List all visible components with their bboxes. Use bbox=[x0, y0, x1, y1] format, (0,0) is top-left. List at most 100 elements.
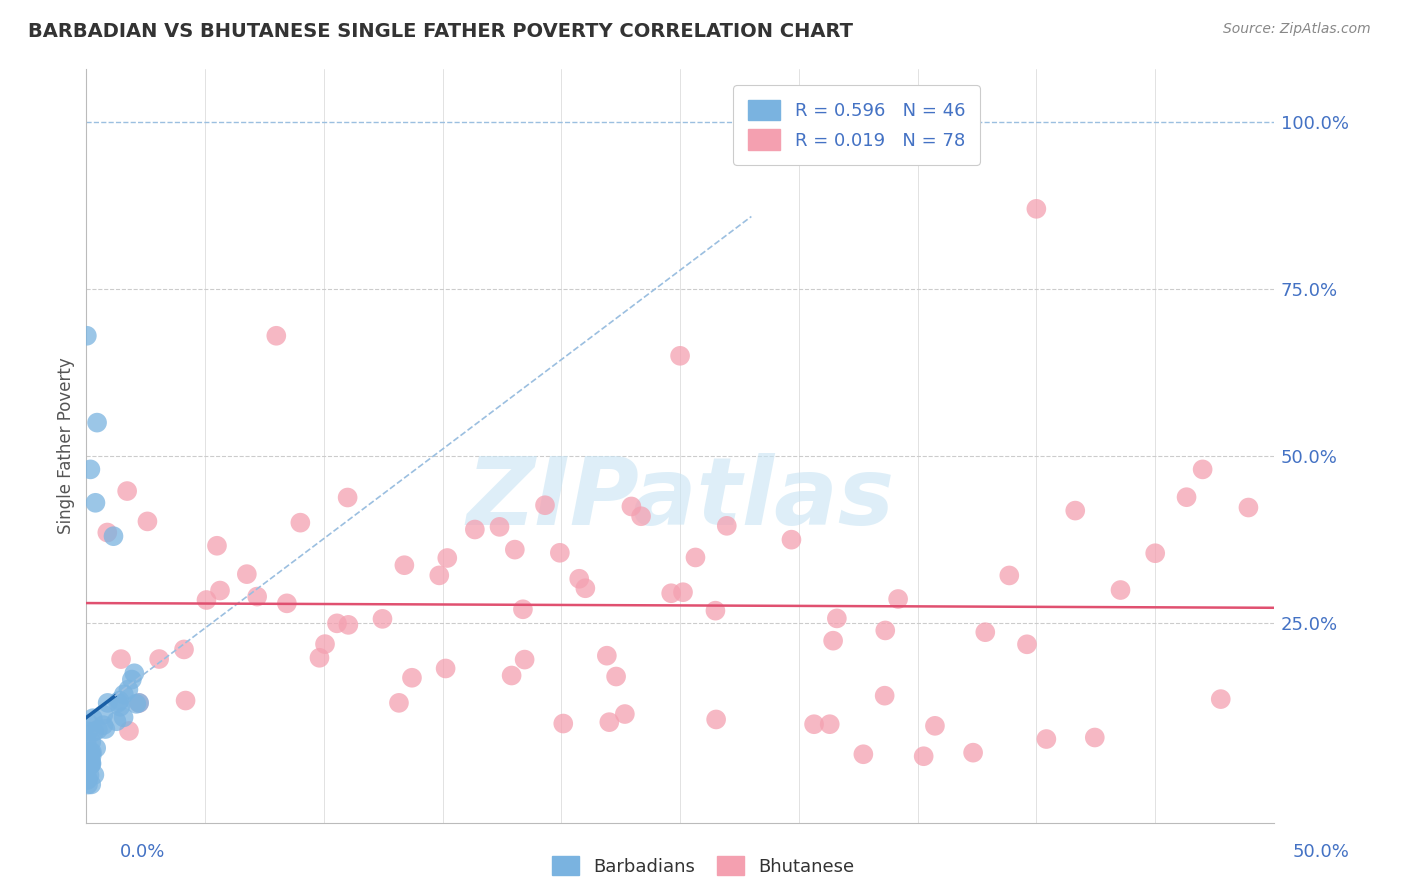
Point bbox=[84, 741, 107, 756]
Point bbox=[93, 718, 115, 732]
Point bbox=[513, 652, 536, 666]
Point bbox=[1237, 500, 1260, 515]
Point bbox=[107, 696, 129, 710]
Point bbox=[716, 518, 738, 533]
Point bbox=[128, 696, 150, 710]
Point bbox=[82, 711, 104, 725]
Point bbox=[108, 694, 131, 708]
Legend: R = 0.596   N = 46, R = 0.019   N = 78: R = 0.596 N = 46, R = 0.019 N = 78 bbox=[734, 85, 980, 165]
Point bbox=[79, 768, 101, 782]
Point bbox=[534, 498, 557, 512]
Point bbox=[669, 349, 692, 363]
Point bbox=[173, 642, 195, 657]
Point bbox=[115, 484, 138, 499]
Point bbox=[974, 625, 997, 640]
Point bbox=[80, 735, 103, 749]
Point bbox=[105, 714, 128, 729]
Point bbox=[76, 747, 98, 762]
Point bbox=[1015, 637, 1038, 651]
Text: ZIPatlas: ZIPatlas bbox=[465, 453, 894, 545]
Point bbox=[596, 648, 619, 663]
Point bbox=[574, 581, 596, 595]
Point bbox=[77, 724, 100, 739]
Point bbox=[205, 539, 228, 553]
Point bbox=[77, 753, 100, 767]
Point bbox=[875, 624, 897, 638]
Point bbox=[276, 596, 298, 610]
Point bbox=[246, 590, 269, 604]
Point bbox=[1025, 202, 1047, 216]
Point bbox=[1209, 692, 1232, 706]
Point bbox=[704, 713, 727, 727]
Point bbox=[117, 682, 139, 697]
Point bbox=[620, 500, 643, 514]
Point bbox=[80, 748, 103, 763]
Point bbox=[118, 723, 141, 738]
Point bbox=[174, 693, 197, 707]
Point bbox=[1035, 732, 1057, 747]
Point bbox=[388, 696, 411, 710]
Point bbox=[110, 652, 132, 666]
Text: Source: ZipAtlas.com: Source: ZipAtlas.com bbox=[1223, 22, 1371, 37]
Point bbox=[80, 777, 103, 791]
Text: 0.0%: 0.0% bbox=[120, 843, 165, 861]
Point bbox=[605, 669, 627, 683]
Point bbox=[83, 768, 105, 782]
Point bbox=[208, 583, 231, 598]
Point bbox=[112, 687, 135, 701]
Point bbox=[998, 568, 1021, 582]
Point bbox=[124, 666, 146, 681]
Point bbox=[80, 746, 103, 760]
Point bbox=[394, 558, 416, 573]
Point bbox=[79, 462, 101, 476]
Point bbox=[1175, 490, 1198, 504]
Point bbox=[79, 757, 101, 772]
Point bbox=[76, 773, 98, 788]
Point bbox=[97, 696, 120, 710]
Point bbox=[912, 749, 935, 764]
Point bbox=[501, 668, 523, 682]
Point bbox=[427, 568, 450, 582]
Point bbox=[852, 747, 875, 762]
Point bbox=[436, 551, 458, 566]
Point bbox=[568, 572, 591, 586]
Point bbox=[659, 586, 682, 600]
Point bbox=[704, 604, 727, 618]
Point bbox=[825, 611, 848, 625]
Point bbox=[112, 710, 135, 724]
Point bbox=[434, 661, 457, 675]
Point bbox=[80, 755, 103, 769]
Point bbox=[630, 509, 652, 524]
Point bbox=[464, 523, 486, 537]
Point bbox=[83, 724, 105, 739]
Point bbox=[336, 491, 359, 505]
Legend: Barbadians, Bhutanese: Barbadians, Bhutanese bbox=[544, 849, 862, 883]
Point bbox=[76, 328, 98, 343]
Point bbox=[503, 542, 526, 557]
Point bbox=[1191, 462, 1213, 476]
Point bbox=[195, 593, 218, 607]
Point bbox=[887, 592, 910, 607]
Point bbox=[148, 652, 170, 666]
Point bbox=[780, 533, 803, 547]
Point bbox=[1109, 582, 1132, 597]
Text: BARBADIAN VS BHUTANESE SINGLE FATHER POVERTY CORRELATION CHART: BARBADIAN VS BHUTANESE SINGLE FATHER POV… bbox=[28, 22, 853, 41]
Point bbox=[136, 515, 159, 529]
Point bbox=[96, 525, 118, 540]
Point bbox=[672, 585, 695, 599]
Point bbox=[326, 616, 349, 631]
Point bbox=[86, 416, 108, 430]
Point bbox=[128, 696, 150, 710]
Point bbox=[87, 723, 110, 737]
Point bbox=[314, 637, 336, 651]
Point bbox=[337, 618, 360, 632]
Point bbox=[84, 496, 107, 510]
Point bbox=[80, 756, 103, 771]
Point bbox=[266, 328, 288, 343]
Point bbox=[79, 744, 101, 758]
Point bbox=[1064, 503, 1087, 517]
Point bbox=[548, 546, 571, 560]
Point bbox=[94, 722, 117, 736]
Point bbox=[76, 736, 98, 750]
Point bbox=[236, 567, 259, 582]
